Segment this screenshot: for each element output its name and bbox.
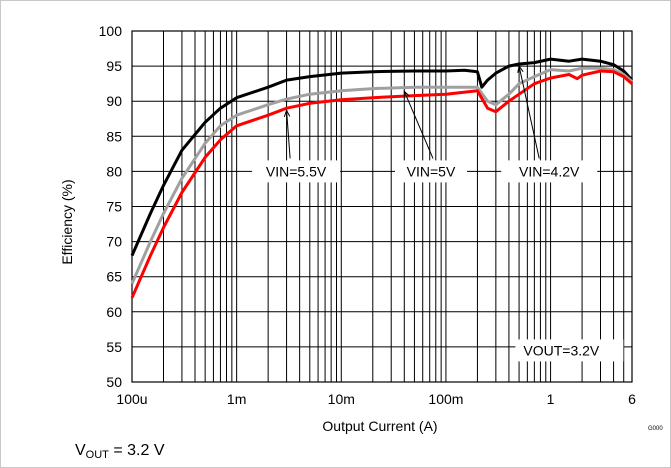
annotation-arrow bbox=[403, 91, 434, 159]
y-tick-label: 60 bbox=[106, 304, 122, 320]
y-tick-label: 70 bbox=[106, 234, 122, 250]
annotation-bg bbox=[501, 160, 598, 183]
y-tick-label: 50 bbox=[106, 374, 122, 390]
x-tick-label: 6 bbox=[628, 391, 636, 407]
x-tick-label: 100m bbox=[428, 391, 463, 407]
y-tick-label: 85 bbox=[106, 128, 122, 144]
annotation-label: VIN=5.5V bbox=[266, 163, 327, 179]
series-line-vin-5-5v bbox=[130, 69, 633, 299]
y-tick-label: 80 bbox=[106, 163, 122, 179]
plot-border bbox=[131, 30, 633, 383]
x-tick-label: 1m bbox=[227, 391, 246, 407]
caption: VOUT = 3.2 V bbox=[75, 442, 165, 461]
annotation-bg bbox=[394, 160, 467, 183]
caption-v: V bbox=[75, 442, 86, 459]
caption-sub: OUT bbox=[85, 449, 109, 461]
y-tick-label: 95 bbox=[106, 58, 122, 74]
y-tick-label: 65 bbox=[106, 269, 122, 285]
annotation-arrowhead bbox=[517, 64, 524, 73]
annotation-arrow bbox=[286, 110, 291, 159]
y-tick-label: 100 bbox=[99, 23, 123, 39]
annotation-label: VIN=4.2V bbox=[519, 163, 580, 179]
y-tick-label: 75 bbox=[106, 199, 122, 215]
annotation-bg bbox=[515, 339, 624, 362]
annotation-label: VIN=5V bbox=[407, 163, 456, 179]
y-axis-label: Efficiency (%) bbox=[59, 179, 75, 264]
y-tick-label: 55 bbox=[106, 339, 122, 355]
x-axis-label: Output Current (A) bbox=[322, 418, 437, 434]
series-line-vin-5v bbox=[130, 66, 633, 285]
annotation-arrowhead bbox=[403, 90, 410, 99]
x-tick-label: 10m bbox=[328, 391, 355, 407]
figure-id: G000 bbox=[648, 426, 663, 432]
x-tick-labels: 100u 1m 10m 100m 1 6 bbox=[116, 391, 636, 407]
y-tick-labels: 50 55 60 65 70 75 80 85 90 95 100 bbox=[99, 23, 123, 390]
annotation-bg bbox=[252, 160, 341, 183]
x-tick-label: 100u bbox=[116, 391, 147, 407]
y-tick-label: 90 bbox=[106, 93, 122, 109]
annotation-arrowhead bbox=[283, 108, 291, 118]
caption-rest: = 3.2 V bbox=[108, 442, 165, 459]
x-tick-label: 1 bbox=[547, 391, 555, 407]
annotation-arrow bbox=[518, 65, 540, 159]
annotations: VIN=5.5V VIN=5V VIN=4.2V VOUT=3.2V bbox=[252, 64, 624, 362]
series-line-vin-4-2v bbox=[130, 57, 634, 257]
series-lines bbox=[130, 57, 634, 299]
annotation-vout: VOUT=3.2V bbox=[523, 342, 600, 358]
grid bbox=[131, 30, 633, 383]
